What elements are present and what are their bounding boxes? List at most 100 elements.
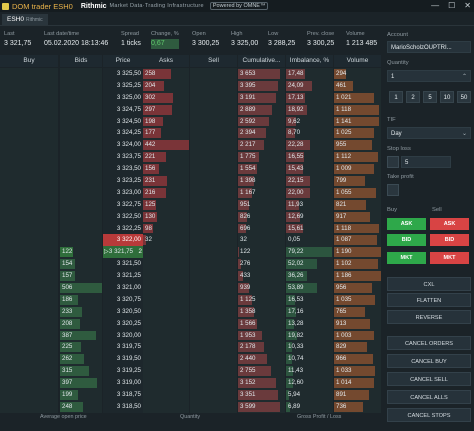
bids-cell[interactable] — [60, 68, 102, 80]
bids-cell[interactable] — [60, 234, 102, 247]
asks-cell[interactable]: 198 — [143, 115, 189, 128]
sell-cell[interactable] — [190, 270, 237, 283]
asks-cell[interactable] — [143, 377, 189, 390]
stepper-icon[interactable]: ⌃ — [461, 74, 467, 80]
reverse-button[interactable]: REVERSE — [387, 310, 471, 324]
asks-cell[interactable] — [143, 400, 189, 413]
sell-ask-button[interactable]: ASK — [430, 218, 469, 230]
asks-cell[interactable] — [143, 389, 189, 401]
dom-row[interactable]: 3 324,00 442 2 217 22,28 955 — [0, 139, 382, 152]
dom-row[interactable]: 3 322,75 125 951 11,93 821 — [0, 198, 382, 211]
sell-cell[interactable] — [190, 365, 237, 378]
dom-row[interactable]: 208 3 320,25 1 566 13,28 913 — [0, 317, 382, 330]
bids-cell[interactable] — [60, 127, 102, 140]
buy-cell[interactable] — [0, 222, 58, 235]
asks-cell[interactable] — [143, 305, 189, 318]
dom-row[interactable]: 3 322,00 32 32 0,05 1 087 — [0, 234, 382, 247]
buy-cell[interactable] — [0, 234, 58, 247]
buy-cell[interactable] — [0, 365, 58, 378]
sell-bid-button[interactable]: BID — [430, 234, 469, 246]
dom-row[interactable]: 262 3 319,50 2 440 10,74 966 — [0, 353, 382, 366]
dom-row[interactable]: 3 324,25 177 2 394 8,70 1 025 — [0, 127, 382, 140]
cancel-buy-button[interactable]: CANCEL BUY — [387, 354, 471, 368]
dom-row[interactable]: 3 322,25 98 696 15,61 1 118 — [0, 222, 382, 235]
sell-cell[interactable] — [190, 175, 237, 187]
asks-cell[interactable]: 302 — [143, 91, 189, 104]
cancel-stops-button[interactable]: CANCEL STOPS — [387, 408, 471, 422]
quantity-preset-button[interactable]: 5 — [423, 91, 437, 103]
dom-row[interactable]: 233 3 320,50 1 358 17,16 765 — [0, 305, 382, 318]
dom-row[interactable]: 248 3 318,50 3 599 6,89 736 — [0, 400, 382, 413]
sell-cell[interactable] — [190, 163, 237, 176]
dom-row[interactable]: 225 3 319,75 2 178 10,33 829 — [0, 341, 382, 354]
bids-cell[interactable] — [60, 139, 102, 152]
sell-cell[interactable] — [190, 353, 237, 366]
buy-cell[interactable] — [0, 293, 58, 306]
buy-cell[interactable] — [0, 270, 58, 283]
bids-cell[interactable]: 506 — [60, 282, 102, 294]
asks-cell[interactable]: 204 — [143, 79, 189, 92]
bids-cell[interactable] — [60, 175, 102, 187]
dom-row[interactable]: 3 322,50 130 826 12,69 917 — [0, 210, 382, 223]
bids-cell[interactable]: 387 — [60, 329, 102, 342]
buy-cell[interactable] — [0, 282, 58, 294]
sell-cell[interactable] — [190, 317, 237, 330]
quantity-preset-button[interactable]: 10 — [440, 91, 454, 103]
sell-cell[interactable] — [190, 151, 237, 164]
dom-row[interactable]: 3 324,50 198 2 592 9,62 1 141 — [0, 115, 382, 128]
asks-cell[interactable] — [143, 293, 189, 306]
bids-cell[interactable] — [60, 186, 102, 199]
sell-cell[interactable] — [190, 377, 237, 390]
sell-cell[interactable] — [190, 115, 237, 128]
flatten-button[interactable]: FLATTEN — [387, 293, 471, 307]
bids-cell[interactable]: 225 — [60, 341, 102, 354]
cancel-orders-button[interactable]: CANCEL ORDERS — [387, 336, 471, 350]
maximize-icon[interactable]: ☐ — [448, 1, 456, 10]
buy-cell[interactable] — [0, 210, 58, 223]
asks-cell[interactable]: 231 — [143, 175, 189, 187]
dom-row[interactable]: 122 ▷ 2 3 321,75 122 79,22 1 190 — [0, 246, 382, 259]
asks-cell[interactable]: 32 — [143, 234, 189, 247]
buy-cell[interactable] — [0, 341, 58, 354]
take-profit-checkbox[interactable] — [387, 184, 399, 196]
dom-row[interactable]: 3 323,50 156 1 554 15,43 1 009 — [0, 163, 382, 176]
sell-cell[interactable] — [190, 293, 237, 306]
sell-cell[interactable] — [190, 68, 237, 80]
asks-cell[interactable]: 125 — [143, 198, 189, 211]
sell-cell[interactable] — [190, 103, 237, 116]
buy-cell[interactable] — [0, 400, 58, 413]
dom-row[interactable]: 315 3 319,25 2 755 11,43 1 033 — [0, 365, 382, 378]
asks-cell[interactable] — [143, 341, 189, 354]
sell-cell[interactable] — [190, 186, 237, 199]
dom-row[interactable]: 397 3 319,00 3 152 12,60 1 014 — [0, 377, 382, 390]
quantity-preset-button[interactable]: 1 — [389, 91, 403, 103]
sell-cell[interactable] — [190, 400, 237, 413]
sell-cell[interactable] — [190, 258, 237, 271]
minimize-icon[interactable]: — — [431, 1, 440, 10]
sell-cell[interactable] — [190, 246, 237, 259]
quantity-preset-button[interactable]: 50 — [457, 91, 471, 103]
buy-cell[interactable] — [0, 151, 58, 164]
sell-cell[interactable] — [190, 282, 237, 294]
bids-cell[interactable] — [60, 210, 102, 223]
account-select[interactable]: MarioScholzOUPTRI... — [387, 41, 471, 53]
buy-bid-button[interactable]: BID — [387, 234, 426, 246]
bids-cell[interactable]: 186 — [60, 293, 102, 306]
bids-cell[interactable]: 157 — [60, 270, 102, 283]
bids-cell[interactable]: 233 — [60, 305, 102, 318]
sell-cell[interactable] — [190, 222, 237, 235]
sell-cell[interactable] — [190, 234, 237, 247]
dom-row[interactable]: 3 325,00 302 3 191 17,13 1 021 — [0, 91, 382, 104]
asks-cell[interactable] — [143, 329, 189, 342]
tif-select[interactable]: Day ⌄ — [387, 127, 471, 139]
tab-esh0[interactable]: ESH0 Rithmic — [2, 14, 48, 25]
bids-cell[interactable]: 208 — [60, 317, 102, 330]
dom-row[interactable]: 3 323,00 216 1 167 22,00 1 055 — [0, 186, 382, 199]
buy-cell[interactable] — [0, 317, 58, 330]
asks-cell[interactable]: 177 — [143, 127, 189, 140]
sell-cell[interactable] — [190, 139, 237, 152]
dom-row[interactable]: 157 3 321,25 433 36,26 1 186 — [0, 270, 382, 283]
asks-cell[interactable]: 216 — [143, 186, 189, 199]
buy-cell[interactable] — [0, 175, 58, 187]
asks-cell[interactable] — [143, 282, 189, 294]
